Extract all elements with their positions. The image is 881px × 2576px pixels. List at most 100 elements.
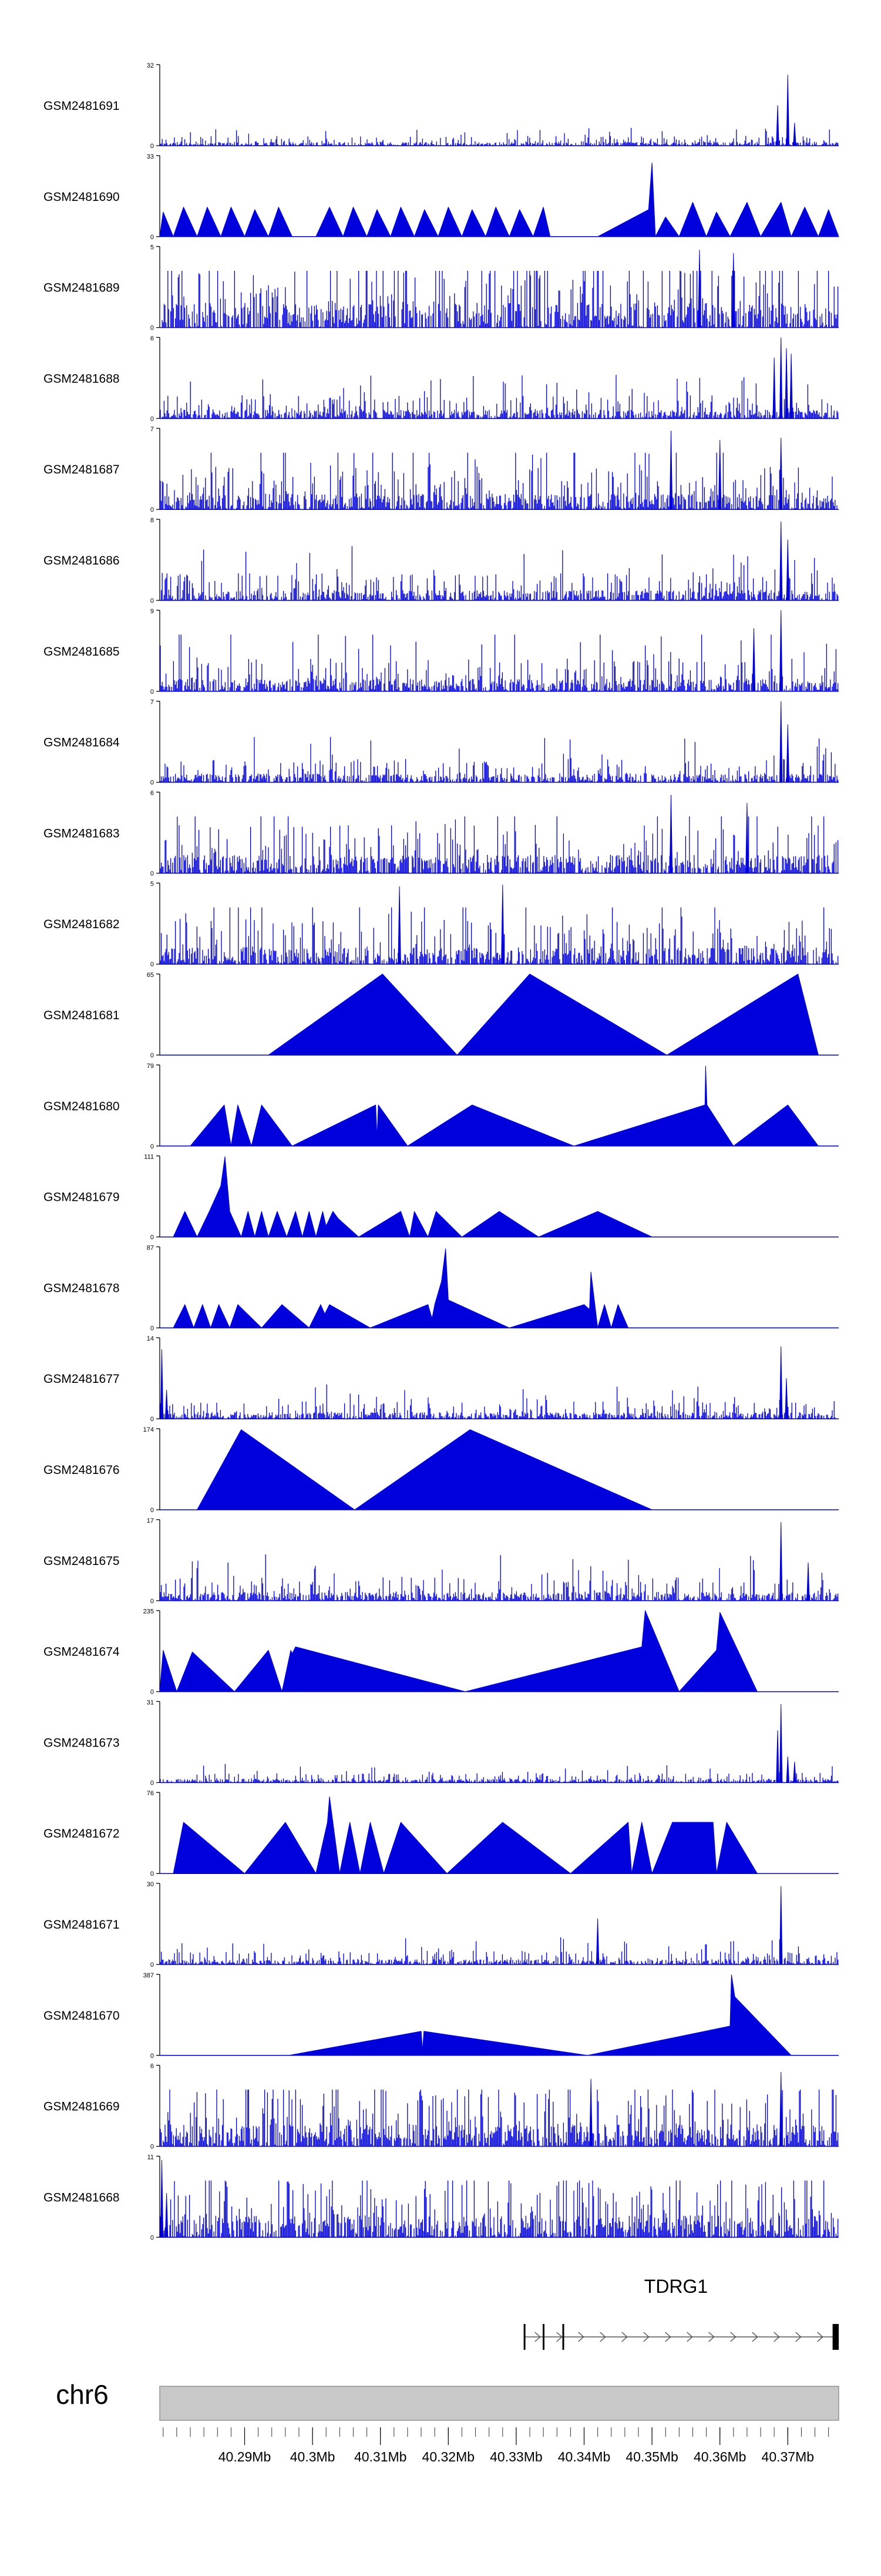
y-max-label: 5 (150, 244, 154, 251)
track-GSM2481668[interactable]: GSM2481668 11 0 (43, 2154, 839, 2241)
coverage-peak (793, 1761, 796, 1783)
track-label: GSM2481691 (43, 99, 120, 113)
y-min-label: 0 (150, 143, 154, 150)
coverage-bars (160, 546, 839, 600)
x-tick-label: 40.3Mb (290, 2449, 335, 2464)
y-max-label: 6 (150, 2063, 154, 2070)
tracks-layer: GSM2481691320GSM2481690330GSM248168950GS… (43, 62, 839, 2241)
strand-arrow (665, 2332, 671, 2342)
chromosome-label: chr6 (56, 2379, 108, 2410)
strand-arrow (730, 2332, 737, 2342)
coverage-bars (160, 737, 839, 782)
gene-exon (542, 2324, 544, 2350)
track-label: GSM2481670 (43, 2009, 120, 2023)
coverage-peak (779, 1346, 783, 1419)
coverage-bars (160, 1384, 838, 1419)
y-max-label: 174 (143, 1426, 154, 1433)
track-label: GSM2481680 (43, 1100, 120, 1113)
coverage-peak (785, 1378, 788, 1419)
gene-exon (562, 2324, 564, 2350)
coverage-peak (776, 1730, 779, 1783)
track-GSM2481675[interactable]: GSM2481675 17 0 (43, 1517, 839, 1605)
track-GSM2481689[interactable]: GSM2481689 5 0 (43, 244, 839, 332)
track-GSM2481691[interactable]: GSM2481691 32 0 (43, 62, 839, 150)
gene-track[interactable]: TDRG1 (523, 2276, 839, 2350)
track-GSM2481676[interactable]: GSM2481676 174 0 (43, 1426, 839, 1514)
track-GSM2481688[interactable]: GSM2481688 6 0 (43, 335, 839, 422)
track-GSM2481679[interactable]: GSM2481679 111 0 (43, 1154, 839, 1241)
y-max-label: 7 (150, 426, 154, 433)
y-max-label: 33 (147, 153, 154, 160)
track-GSM2481673[interactable]: GSM2481673 31 0 (43, 1699, 839, 1786)
track-GSM2481681[interactable]: GSM2481681 65 0 (43, 972, 839, 1059)
track-GSM2481687[interactable]: GSM2481687 7 0 (43, 426, 839, 513)
coverage-peak (779, 437, 783, 510)
coverage-peak (160, 2159, 164, 2238)
strand-arrow (556, 2332, 563, 2342)
track-GSM2481678[interactable]: GSM2481678 87 0 (43, 1244, 839, 1332)
y-max-label: 76 (147, 1790, 154, 1797)
coverage-peak (596, 1918, 600, 1965)
track-GSM2481684[interactable]: GSM2481684 7 0 (43, 699, 839, 787)
coverage-peak (779, 1522, 783, 1601)
chromosome-ideogram[interactable]: chr6 40.29Mb 40.3Mb 40.31Mb 40.32Mb 40.33Mb 4… (56, 2379, 839, 2464)
coverage-area (288, 1974, 792, 2056)
strand-arrow (621, 2332, 628, 2342)
track-GSM2481669[interactable]: GSM2481669 6 0 (43, 2063, 839, 2151)
track-label: GSM2481674 (43, 1645, 120, 1659)
track-label: GSM2481682 (43, 918, 120, 931)
coverage-area (173, 1156, 653, 1238)
y-min-label: 0 (150, 1598, 154, 1605)
y-min-label: 0 (150, 1052, 154, 1059)
y-min-label: 0 (150, 1416, 154, 1423)
track-label: GSM2481687 (43, 463, 120, 476)
track-GSM2481677[interactable]: GSM2481677 14 0 (43, 1335, 839, 1423)
coverage-peak (786, 1756, 790, 1783)
y-min-label: 0 (150, 1507, 154, 1514)
track-GSM2481672[interactable]: GSM2481672 76 0 (43, 1790, 839, 1878)
track-GSM2481680[interactable]: GSM2481680 79 0 (43, 1063, 839, 1150)
track-label: GSM2481672 (43, 1827, 120, 1841)
y-min-label: 0 (150, 688, 154, 696)
coverage-peak (160, 1349, 164, 1419)
track-GSM2481683[interactable]: GSM2481683 6 0 (43, 790, 839, 877)
coverage-peak (779, 1704, 783, 1783)
track-GSM2481682[interactable]: GSM2481682 5 0 (43, 881, 839, 968)
x-tick-label: 40.33Mb (490, 2449, 543, 2464)
coverage-peak (164, 1389, 169, 1419)
y-min-label: 0 (150, 506, 154, 513)
y-min-label: 0 (150, 780, 154, 787)
strand-arrow (774, 2332, 780, 2342)
y-min-label: 0 (150, 961, 154, 968)
coverage-peak (772, 357, 776, 419)
track-label: GSM2481681 (43, 1009, 120, 1022)
coverage-area (197, 1429, 653, 1510)
y-min-label: 0 (150, 325, 154, 332)
x-tick-label: 40.32Mb (422, 2449, 475, 2464)
strand-arrow (600, 2332, 606, 2342)
coverage-bars (160, 452, 838, 510)
ideogram-bar (159, 2386, 839, 2421)
strand-arrow (708, 2332, 715, 2342)
coverage-bars (160, 1554, 839, 1601)
coverage-peak (786, 539, 790, 601)
x-tick-label: 40.37Mb (762, 2449, 815, 2464)
x-tick-label: 40.29Mb (218, 2449, 271, 2464)
track-GSM2481670[interactable]: GSM2481670 387 0 (43, 1972, 839, 2060)
track-GSM2481685[interactable]: GSM2481685 9 0 (43, 608, 839, 696)
y-max-label: 7 (150, 699, 154, 706)
track-GSM2481686[interactable]: GSM2481686 8 0 (43, 517, 839, 604)
coverage-peak (785, 348, 788, 419)
y-min-label: 0 (150, 2234, 154, 2241)
track-GSM2481671[interactable]: GSM2481671 30 0 (43, 1881, 839, 1969)
coverage-bars (160, 907, 839, 965)
x-tick-label: 40.34Mb (558, 2449, 611, 2464)
track-GSM2481674[interactable]: GSM2481674 235 0 (43, 1608, 839, 1696)
track-label: GSM2481676 (43, 1463, 120, 1477)
y-max-label: 8 (150, 517, 154, 524)
coverage-peak (698, 250, 701, 328)
track-GSM2481690[interactable]: GSM2481690 33 0 (43, 153, 839, 241)
track-label: GSM2481678 (43, 1281, 120, 1295)
coverage-peak (669, 794, 673, 874)
